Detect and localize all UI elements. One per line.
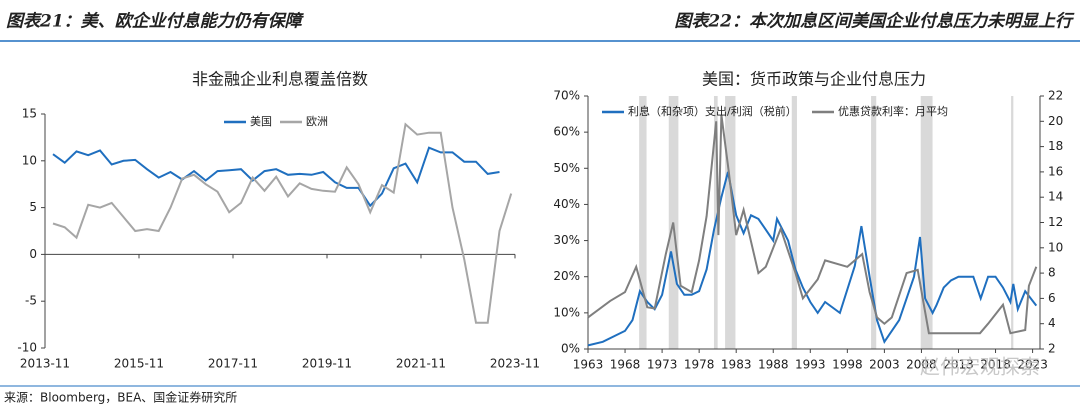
x-tick-label: 2013 <box>943 358 974 372</box>
recession-band <box>1011 96 1014 349</box>
y-tick-label: 10 <box>22 153 37 167</box>
x-tick-label: 1963 <box>573 358 604 372</box>
x-tick-label: 2021-11 <box>396 357 446 371</box>
source-note: 来源：Bloomberg，BEA、国金证券研究所 <box>4 390 237 405</box>
left-title: 图表21：美、欧企业付息能力仍有保障 <box>6 12 305 32</box>
x-tick-label: 1993 <box>795 358 826 372</box>
y-tick-label: -10 <box>17 341 37 355</box>
y-tick-label: 15 <box>22 107 37 121</box>
y2-tick-label: 12 <box>1048 215 1063 229</box>
recession-band <box>791 96 797 349</box>
y2-tick-label: 6 <box>1048 291 1056 305</box>
x-tick-label: 1983 <box>721 358 752 372</box>
recession-band <box>920 96 933 349</box>
x-tick-label: 2018 <box>980 358 1011 372</box>
y-tick-label: 0% <box>561 342 580 356</box>
watermark: 赵伟宏观探索 <box>920 355 1040 379</box>
x-tick-label: 1968 <box>610 358 641 372</box>
legend-label: 美国 <box>250 115 272 128</box>
y2-tick-label: 2 <box>1048 342 1056 356</box>
y2-tick-label: 16 <box>1048 164 1063 178</box>
y2-tick-label: 8 <box>1048 266 1056 280</box>
legend-label: 欧洲 <box>306 115 328 128</box>
y-tick-label: 10% <box>553 305 580 319</box>
x-tick-label: 1998 <box>832 358 863 372</box>
x-tick-label: 2008 <box>906 358 937 372</box>
chart-title: 非金融企业利息覆盖倍数 <box>192 70 368 89</box>
y-tick-label: 40% <box>553 197 580 211</box>
x-tick-label: 2015-11 <box>114 357 164 371</box>
y2-tick-label: 4 <box>1048 316 1056 330</box>
x-tick-label: 1973 <box>647 358 678 372</box>
y-tick-label: 60% <box>553 125 580 139</box>
series-line <box>587 171 1038 347</box>
y2-tick-label: 22 <box>1048 89 1063 103</box>
right-title: 图表22：本次加息区间美国企业付息压力未明显上行 <box>674 12 1075 32</box>
y-tick-label: -5 <box>25 294 37 308</box>
y-tick-label: 5 <box>29 200 37 214</box>
x-tick-label: 2023 <box>1017 358 1048 372</box>
series-line <box>587 114 1038 335</box>
legend-label: 优惠贷款利率：月平均 <box>838 104 948 118</box>
y-tick-label: 30% <box>553 233 580 247</box>
y-tick-label: 50% <box>553 161 580 175</box>
y-tick-label: 70% <box>553 89 580 103</box>
chart-title: 美国：货币政策与企业付息压力 <box>702 70 926 89</box>
x-tick-label: 1988 <box>758 358 789 372</box>
recession-band <box>871 96 877 349</box>
series-line <box>52 146 500 208</box>
recession-band <box>639 96 647 349</box>
x-tick-label: 2023-11 <box>490 357 540 371</box>
y2-tick-label: 20 <box>1048 114 1063 128</box>
y-tick-label: 0 <box>29 247 37 261</box>
x-tick-label: 1978 <box>684 358 715 372</box>
x-tick-label: 2003 <box>869 358 900 372</box>
series-line <box>52 122 513 324</box>
recession-band <box>725 96 736 349</box>
x-tick-label: 2013-11 <box>20 357 70 371</box>
legend-label: 利息（和杂项）支出/利润（税前） <box>628 104 797 118</box>
y2-tick-label: 10 <box>1048 240 1063 254</box>
x-tick-label: 2017-11 <box>208 357 258 371</box>
y-tick-label: 20% <box>553 269 580 283</box>
y2-tick-label: 14 <box>1048 190 1063 204</box>
y2-tick-label: 18 <box>1048 139 1063 153</box>
x-tick-label: 2019-11 <box>302 357 352 371</box>
